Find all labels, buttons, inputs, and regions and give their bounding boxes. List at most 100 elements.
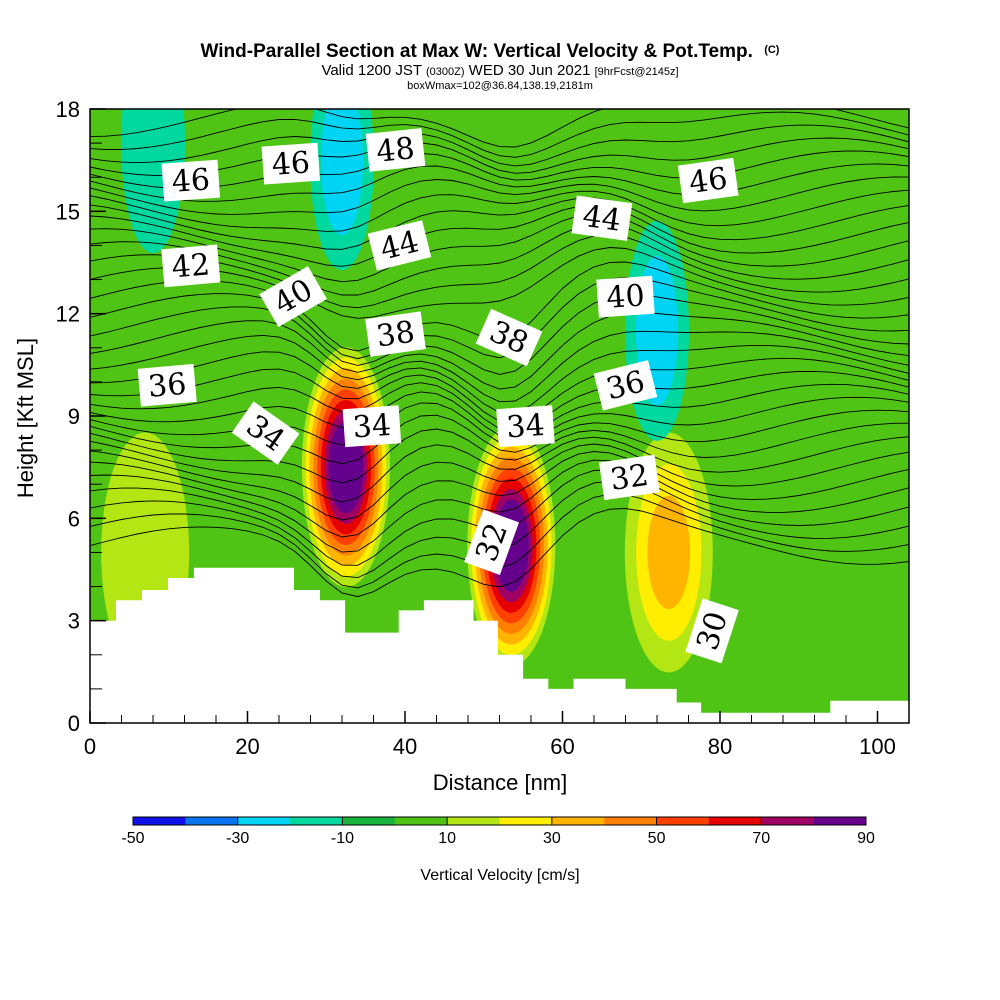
box-info: boxWmax=102@36.84,138.19,2181m xyxy=(407,80,593,92)
x-tick-label: 60 xyxy=(550,734,574,759)
theta-line xyxy=(90,111,909,158)
x-tick-label: 100 xyxy=(859,734,896,759)
minor-ticks xyxy=(90,142,847,723)
colorbar-swatch xyxy=(185,817,239,825)
theta-label: 38 xyxy=(365,311,426,357)
theta-label: 32 xyxy=(464,509,520,576)
theta-line xyxy=(90,213,909,283)
theta-label-box xyxy=(593,360,658,411)
theta-label-text: 44 xyxy=(580,199,623,239)
theta-label-text: 46 xyxy=(271,145,312,183)
theta-label-text: 48 xyxy=(375,131,417,170)
colorbar: -50 -30 -10 10 30 50 70 90 xyxy=(121,816,875,847)
theta-label-text: 34 xyxy=(505,408,546,446)
theta-line xyxy=(90,409,909,465)
theta-line xyxy=(90,163,909,202)
w-feature xyxy=(310,109,374,271)
w-contour-band xyxy=(332,431,360,503)
theta-label-text: 38 xyxy=(374,315,417,355)
colorbar-swatch xyxy=(342,817,396,825)
theta-label: 32 xyxy=(599,454,660,501)
theta-line xyxy=(90,124,909,167)
theta-line xyxy=(90,189,909,232)
y-tick-label: 9 xyxy=(68,404,80,429)
colorbar-tick-label: 50 xyxy=(648,830,666,847)
colorbar-swatch xyxy=(551,817,605,825)
colorbar-swatch xyxy=(656,817,710,825)
colorbar-swatch xyxy=(237,817,291,825)
x-tick-label: 20 xyxy=(235,734,259,759)
theta-label-box xyxy=(599,454,660,501)
theta-line xyxy=(90,234,909,309)
theta-line xyxy=(90,459,909,553)
colorbar-tick-label: -10 xyxy=(331,830,354,847)
theta-line xyxy=(90,277,909,360)
theta-label-box xyxy=(464,509,520,576)
vertical-velocity-field xyxy=(101,109,713,673)
theta-line xyxy=(90,197,909,250)
theta-label-box xyxy=(475,308,543,367)
valid-time: Valid 1200 JST (0300Z) WED 30 Jun 2021 [… xyxy=(321,62,678,79)
theta-label: 48 xyxy=(365,128,426,172)
y-tick-label: 3 xyxy=(68,609,80,634)
theta-label: 30 xyxy=(685,598,739,664)
theta-label: 34 xyxy=(342,405,402,448)
y-tick-label: 6 xyxy=(68,506,80,531)
theta-line xyxy=(90,451,909,538)
theta-line xyxy=(90,223,909,296)
theta-line xyxy=(90,443,909,521)
theta-label-box xyxy=(367,220,432,271)
theta-line xyxy=(90,436,909,503)
theta-label-box xyxy=(596,275,655,318)
theta-label-box xyxy=(342,405,402,448)
theta-label-text: 46 xyxy=(171,162,212,200)
theta-label: 44 xyxy=(571,195,633,241)
theta-label-text: 34 xyxy=(352,408,393,446)
colorbar-swatch xyxy=(447,817,500,825)
theta-label-box xyxy=(496,405,555,448)
theta-label: 36 xyxy=(137,363,197,407)
theta-label-box xyxy=(161,244,221,288)
colorbar-tick-label: 10 xyxy=(438,830,456,847)
colorbar-tick-label: 30 xyxy=(543,830,561,847)
theta-label: 40 xyxy=(596,275,655,318)
colorbar-tick-label: 70 xyxy=(752,830,770,847)
theta-label: 36 xyxy=(593,360,658,411)
theta-line xyxy=(90,312,909,390)
theta-label-box xyxy=(685,598,739,664)
colorbar-swatch xyxy=(499,817,553,825)
colorbar-swatch xyxy=(761,817,815,825)
theta-label-box xyxy=(261,142,321,185)
theta-line xyxy=(90,137,909,176)
colorbar-tick-label: 90 xyxy=(857,830,875,847)
w-contour-band xyxy=(121,109,185,254)
x-tick-label: 0 xyxy=(84,734,96,759)
terrain xyxy=(90,567,909,723)
colorbar-swatch xyxy=(813,817,867,825)
w-feature xyxy=(467,425,556,666)
theta-label: 42 xyxy=(161,244,221,288)
x-tick-label: 40 xyxy=(393,734,417,759)
theta-line xyxy=(90,176,909,215)
colorbar-tick-label: -30 xyxy=(226,830,249,847)
theta-label-box xyxy=(231,401,300,465)
theta-label-box xyxy=(161,159,221,202)
theta-label-text: 40 xyxy=(605,278,646,316)
theta-label: 46 xyxy=(161,159,221,202)
y-tick-label: 15 xyxy=(56,199,80,224)
theta-label-box xyxy=(365,128,426,172)
theta-label-text: 32 xyxy=(608,458,651,498)
theta-label: 46 xyxy=(677,157,739,204)
colorbar-swatch xyxy=(394,817,448,825)
theta-label: 44 xyxy=(367,220,432,271)
y-tick-label: 12 xyxy=(56,302,80,327)
theta-label-box xyxy=(137,363,197,407)
theta-label-box xyxy=(259,266,327,328)
copyright-tag: (C) xyxy=(764,44,780,56)
theta-line xyxy=(90,150,909,189)
theta-label: 34 xyxy=(496,405,555,448)
theta-line xyxy=(90,247,909,319)
theta-line xyxy=(90,294,909,375)
